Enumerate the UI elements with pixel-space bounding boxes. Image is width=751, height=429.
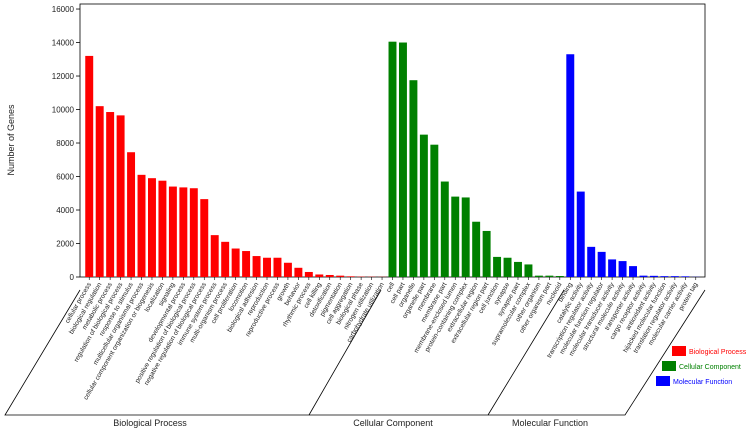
bar [472,221,481,277]
bar [649,275,658,277]
y-tick-label: 8000 [56,139,74,148]
bar [681,276,690,277]
bar [294,267,303,277]
bracket-divider [487,289,565,416]
bar [451,196,460,277]
group-brackets [4,289,706,416]
legend-swatch [672,346,686,356]
bar [200,199,209,277]
bar [398,42,407,278]
bar [555,275,564,277]
bar [210,235,219,277]
bar [148,178,156,277]
legend-swatch [662,361,676,371]
bar [346,276,355,277]
bar [409,80,418,277]
bar [242,251,251,277]
bar [660,276,669,277]
legend-label: Molecular Function [673,379,732,386]
bar [137,174,146,277]
bar [231,248,240,277]
bar [221,241,230,277]
bar [127,152,136,277]
y-tick-label: 14000 [52,39,75,48]
y-tick-label: 12000 [52,72,75,81]
bar [545,275,554,277]
bar [503,257,512,277]
bar [524,264,533,277]
y-axis-label: Number of Genes [6,104,16,176]
group-label: Biological Process [113,418,187,428]
legend-label: Cellular Component [679,364,741,371]
bar [639,275,648,277]
bar [158,180,167,277]
bar [597,251,606,277]
bar [283,262,292,277]
bar [168,186,177,277]
bar [534,275,543,277]
bar [482,230,491,277]
y-tick-label: 4000 [56,206,74,215]
bar [304,271,313,277]
bar [608,259,617,277]
bar [419,134,428,277]
bar [263,257,271,277]
y-tick-label: 10000 [52,106,75,115]
x-tick-label: cell [385,281,396,294]
y-tick-label: 2000 [56,240,74,249]
y-tick-label: 6000 [56,173,74,182]
bar [189,188,198,277]
bar [325,274,334,277]
bar [336,275,345,277]
bar [587,246,596,277]
bar [106,112,115,277]
bracket-outline [4,289,706,416]
bar [670,276,679,277]
bar [315,274,324,277]
bracket-divider [308,289,382,416]
bar [388,41,397,277]
bar [576,191,585,277]
bar [629,266,637,277]
bar [85,55,94,278]
bar [430,144,439,277]
legend-swatch [656,376,670,386]
y-tick-label: 16000 [52,5,75,14]
bar [618,261,627,277]
bar [440,181,449,277]
bar [514,261,522,277]
bar [252,256,261,277]
bar [566,54,575,278]
bar [116,115,125,277]
y-tick-label: 0 [70,273,75,282]
group-label: Molecular Function [512,418,588,428]
bar [493,256,502,277]
group-label: Cellular Component [353,418,433,428]
bar [179,187,188,277]
bar [95,106,104,277]
bar [461,197,470,277]
bar [273,257,282,277]
legend-label: Biological Process [689,349,747,356]
